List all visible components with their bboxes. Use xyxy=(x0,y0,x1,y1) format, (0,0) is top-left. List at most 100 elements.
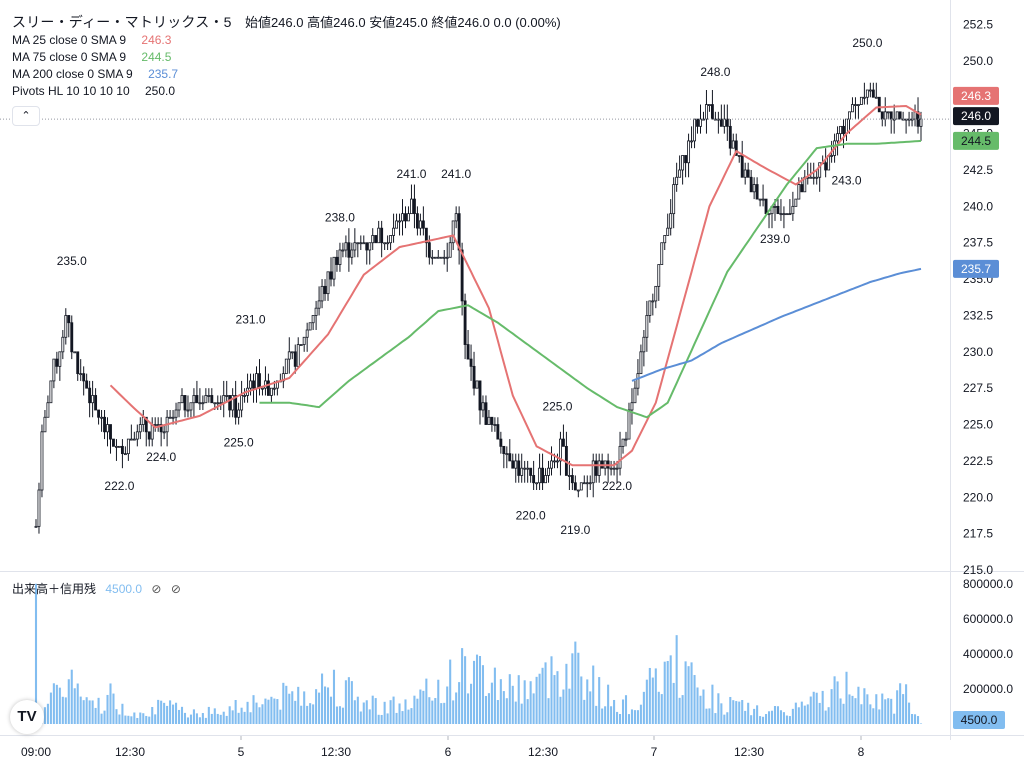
volume-bar xyxy=(642,691,645,724)
candle-body xyxy=(338,249,342,265)
volume-bar xyxy=(696,687,699,724)
hide-icon[interactable]: ⊘ xyxy=(151,582,162,596)
legend-ma25[interactable]: MA 25 close 0 SMA 9 246.3 xyxy=(12,32,561,49)
candle xyxy=(243,388,247,403)
candle xyxy=(299,344,303,346)
candle xyxy=(463,293,467,360)
legend-pivots[interactable]: Pivots HL 10 10 10 10 250.0 xyxy=(12,83,561,100)
candle-body xyxy=(743,169,747,178)
volume-bar xyxy=(264,698,267,724)
candle-body xyxy=(883,111,887,120)
candle xyxy=(898,111,902,120)
time-tick-label: 12:30 xyxy=(528,745,558,759)
candle xyxy=(40,424,44,498)
candle-body xyxy=(851,104,854,113)
candle xyxy=(189,402,193,418)
volume-bar xyxy=(240,707,243,724)
volume-bar xyxy=(249,712,252,724)
candle xyxy=(284,358,288,375)
candle xyxy=(353,228,357,258)
volume-bar xyxy=(294,700,297,724)
candle xyxy=(198,388,202,410)
candle-body xyxy=(848,111,851,120)
volume-bar xyxy=(839,698,842,724)
candle-body xyxy=(862,96,866,99)
candle-body xyxy=(439,256,443,259)
volume-legend[interactable]: 出来高＋信用残 4500.0 ⊘ ⊘ xyxy=(12,580,181,597)
candle xyxy=(52,358,56,389)
volume-bar xyxy=(616,711,619,724)
candle-body xyxy=(550,460,553,469)
candle-body xyxy=(547,467,550,476)
candle xyxy=(776,199,780,215)
candle-body xyxy=(120,445,124,455)
candle xyxy=(886,111,890,120)
candle-body xyxy=(728,125,732,149)
time-tick-label: 5 xyxy=(238,745,245,759)
candle xyxy=(79,359,83,381)
volume-bar xyxy=(514,701,517,724)
candle xyxy=(329,257,333,287)
candle xyxy=(287,337,291,374)
symbol-title[interactable]: スリー・ディー・マトリックス・5 xyxy=(12,14,232,30)
volume-bar xyxy=(699,695,702,724)
candle xyxy=(430,250,434,265)
candle xyxy=(117,445,121,448)
volume-bar xyxy=(195,713,198,724)
legend-collapse-button[interactable]: ⌃ xyxy=(12,106,40,126)
volume-bar xyxy=(356,696,359,724)
candle-body xyxy=(630,402,634,411)
volume-bar xyxy=(785,715,788,724)
candle-body xyxy=(332,256,336,280)
volume-bar xyxy=(875,694,878,724)
volume-bar xyxy=(547,698,550,724)
candle-body xyxy=(809,176,813,179)
candles-group xyxy=(34,82,923,534)
tradingview-logo[interactable]: TV xyxy=(10,700,44,734)
volume-bar xyxy=(303,691,306,724)
legend-ma200[interactable]: MA 200 close 0 SMA 9 235.7 xyxy=(12,66,561,83)
volume-bar xyxy=(79,696,82,724)
volume-bar xyxy=(538,673,541,724)
candle-body xyxy=(895,111,899,120)
candle xyxy=(305,322,309,352)
volume-bar xyxy=(481,665,485,724)
candle-body xyxy=(779,213,783,216)
candle xyxy=(219,395,223,410)
candle-body xyxy=(186,409,190,412)
volume-bar xyxy=(252,695,255,724)
candle-body xyxy=(856,104,860,106)
price-tick-label: 237.5 xyxy=(963,236,993,250)
volume-bar xyxy=(592,665,595,724)
candle xyxy=(207,388,211,403)
pivot-label: 224.0 xyxy=(146,450,176,464)
candle xyxy=(895,111,899,120)
volume-bar xyxy=(312,704,315,724)
volume-bar xyxy=(851,695,854,724)
volume-bar xyxy=(374,698,377,724)
candle-body xyxy=(359,242,363,245)
volume-bar xyxy=(726,712,729,724)
price-tick-label: 250.0 xyxy=(963,54,993,68)
candle-body xyxy=(398,220,401,223)
candle-body xyxy=(463,300,467,345)
candle xyxy=(249,373,252,396)
candle-body xyxy=(675,176,679,185)
pivot-label: 248.0 xyxy=(700,65,730,79)
hide-icon-2[interactable]: ⊘ xyxy=(170,582,181,596)
legend-ma75[interactable]: MA 75 close 0 SMA 9 244.5 xyxy=(12,49,561,66)
volume-bar xyxy=(115,709,118,724)
candle xyxy=(779,199,783,221)
candle xyxy=(380,220,384,258)
candle xyxy=(389,235,393,250)
price-tick-label: 225.0 xyxy=(963,418,993,432)
volume-bar xyxy=(827,707,830,724)
volume-bar xyxy=(791,708,794,724)
volume-bar xyxy=(413,695,416,724)
candle-body xyxy=(627,409,631,440)
volume-bar xyxy=(773,706,777,724)
candle-body xyxy=(58,351,62,367)
volume-bar xyxy=(166,705,169,724)
candle xyxy=(237,402,241,425)
volume-bar xyxy=(228,706,231,724)
